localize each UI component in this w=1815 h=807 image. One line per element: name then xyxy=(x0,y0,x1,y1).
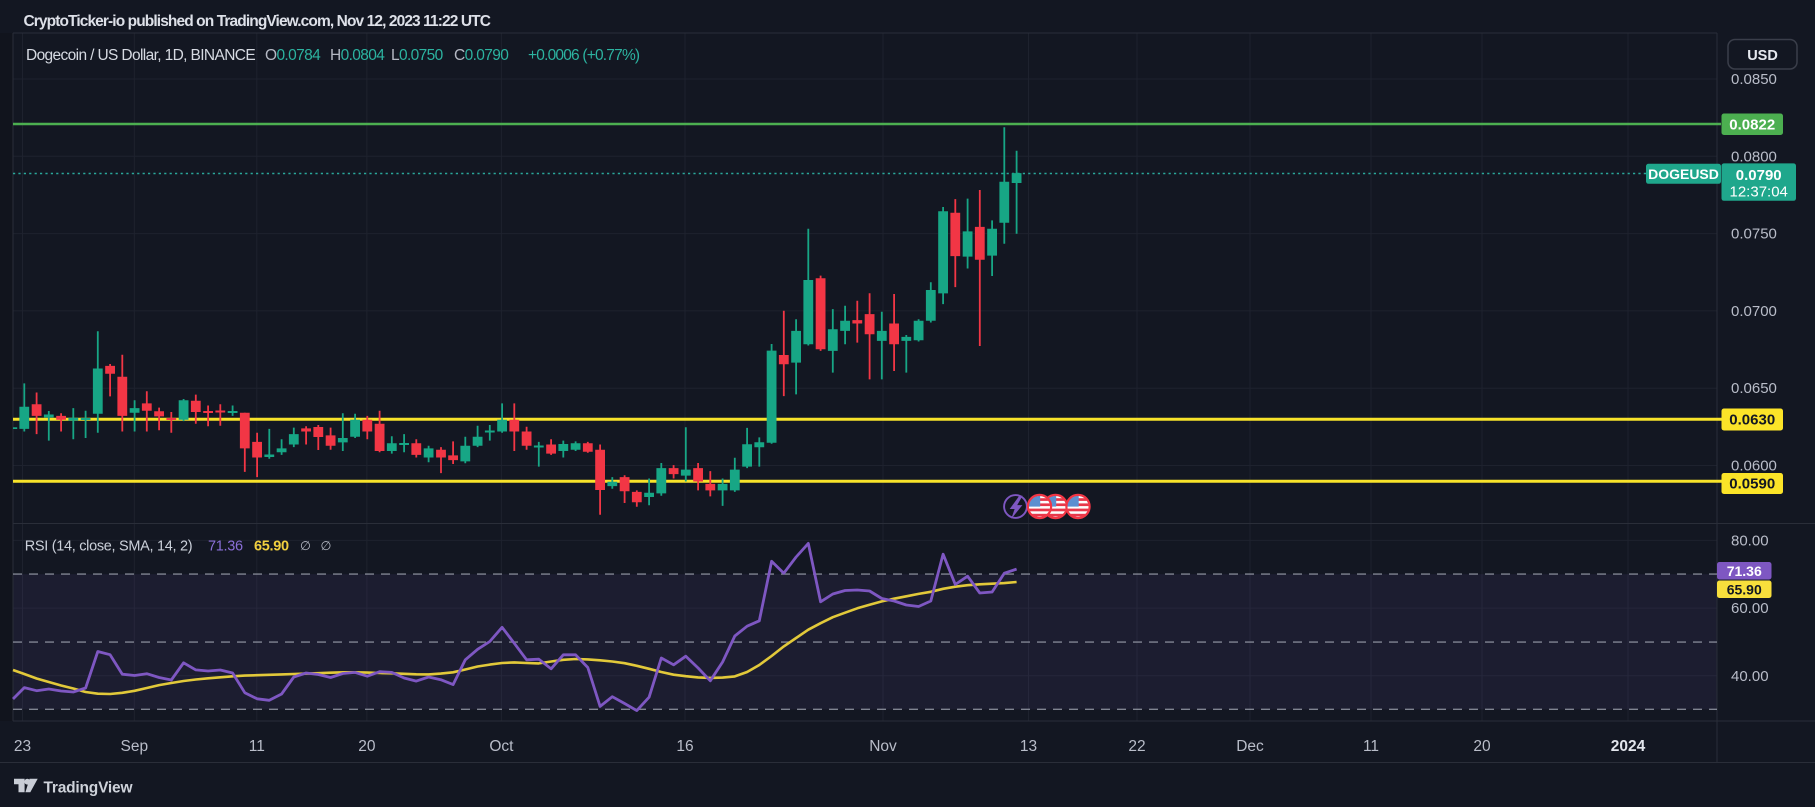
svg-text:71.36: 71.36 xyxy=(1727,563,1762,579)
svg-text:Nov: Nov xyxy=(869,738,897,755)
svg-text:0.0790: 0.0790 xyxy=(1736,167,1782,184)
svg-text:11: 11 xyxy=(249,738,265,755)
svg-text:60.00: 60.00 xyxy=(1731,600,1769,617)
svg-text:11: 11 xyxy=(1363,738,1379,755)
svg-text:Dec: Dec xyxy=(1236,738,1264,755)
svg-text:20: 20 xyxy=(1473,738,1491,755)
svg-text:2024: 2024 xyxy=(1611,738,1646,755)
svg-text:65.90: 65.90 xyxy=(254,539,289,555)
svg-text:0.0650: 0.0650 xyxy=(1731,380,1777,397)
svg-text:∅: ∅ xyxy=(321,539,332,553)
svg-text:0.0850: 0.0850 xyxy=(1731,71,1777,88)
svg-text:0.0822: 0.0822 xyxy=(1729,116,1775,133)
svg-text:0.0600: 0.0600 xyxy=(1731,458,1777,475)
svg-text:0.0590: 0.0590 xyxy=(1729,476,1775,493)
svg-text:0.0750: 0.0750 xyxy=(1731,226,1777,243)
svg-text:65.90: 65.90 xyxy=(1727,581,1762,597)
svg-text:0.0630: 0.0630 xyxy=(1729,412,1775,429)
svg-text:23: 23 xyxy=(14,738,31,755)
svg-text:22: 22 xyxy=(1128,738,1145,755)
svg-text:71.36: 71.36 xyxy=(208,539,243,555)
svg-text:TradingView: TradingView xyxy=(44,779,134,796)
svg-text:0.0800: 0.0800 xyxy=(1731,148,1777,165)
svg-text:0.0700: 0.0700 xyxy=(1731,303,1777,320)
svg-text:DOGEUSD: DOGEUSD xyxy=(1648,166,1719,182)
svg-text:16: 16 xyxy=(676,738,693,755)
svg-text:Dogecoin / US Dollar, 1D, BINA: Dogecoin / US Dollar, 1D, BINANCE xyxy=(26,47,255,64)
svg-text:RSI (14, close, SMA, 14, 2): RSI (14, close, SMA, 14, 2) xyxy=(25,539,193,555)
svg-text:40.00: 40.00 xyxy=(1731,668,1769,685)
svg-text:USD: USD xyxy=(1747,48,1778,64)
svg-text:80.00: 80.00 xyxy=(1731,532,1769,549)
svg-text:13: 13 xyxy=(1020,738,1037,755)
svg-text:∅: ∅ xyxy=(300,539,311,553)
svg-text:20: 20 xyxy=(358,738,376,755)
svg-text:12:37:04: 12:37:04 xyxy=(1730,184,1788,201)
svg-text:CryptoTicker-io published on T: CryptoTicker-io published on TradingView… xyxy=(24,13,491,30)
svg-text:Oct: Oct xyxy=(489,738,514,755)
svg-text:Sep: Sep xyxy=(121,738,149,755)
